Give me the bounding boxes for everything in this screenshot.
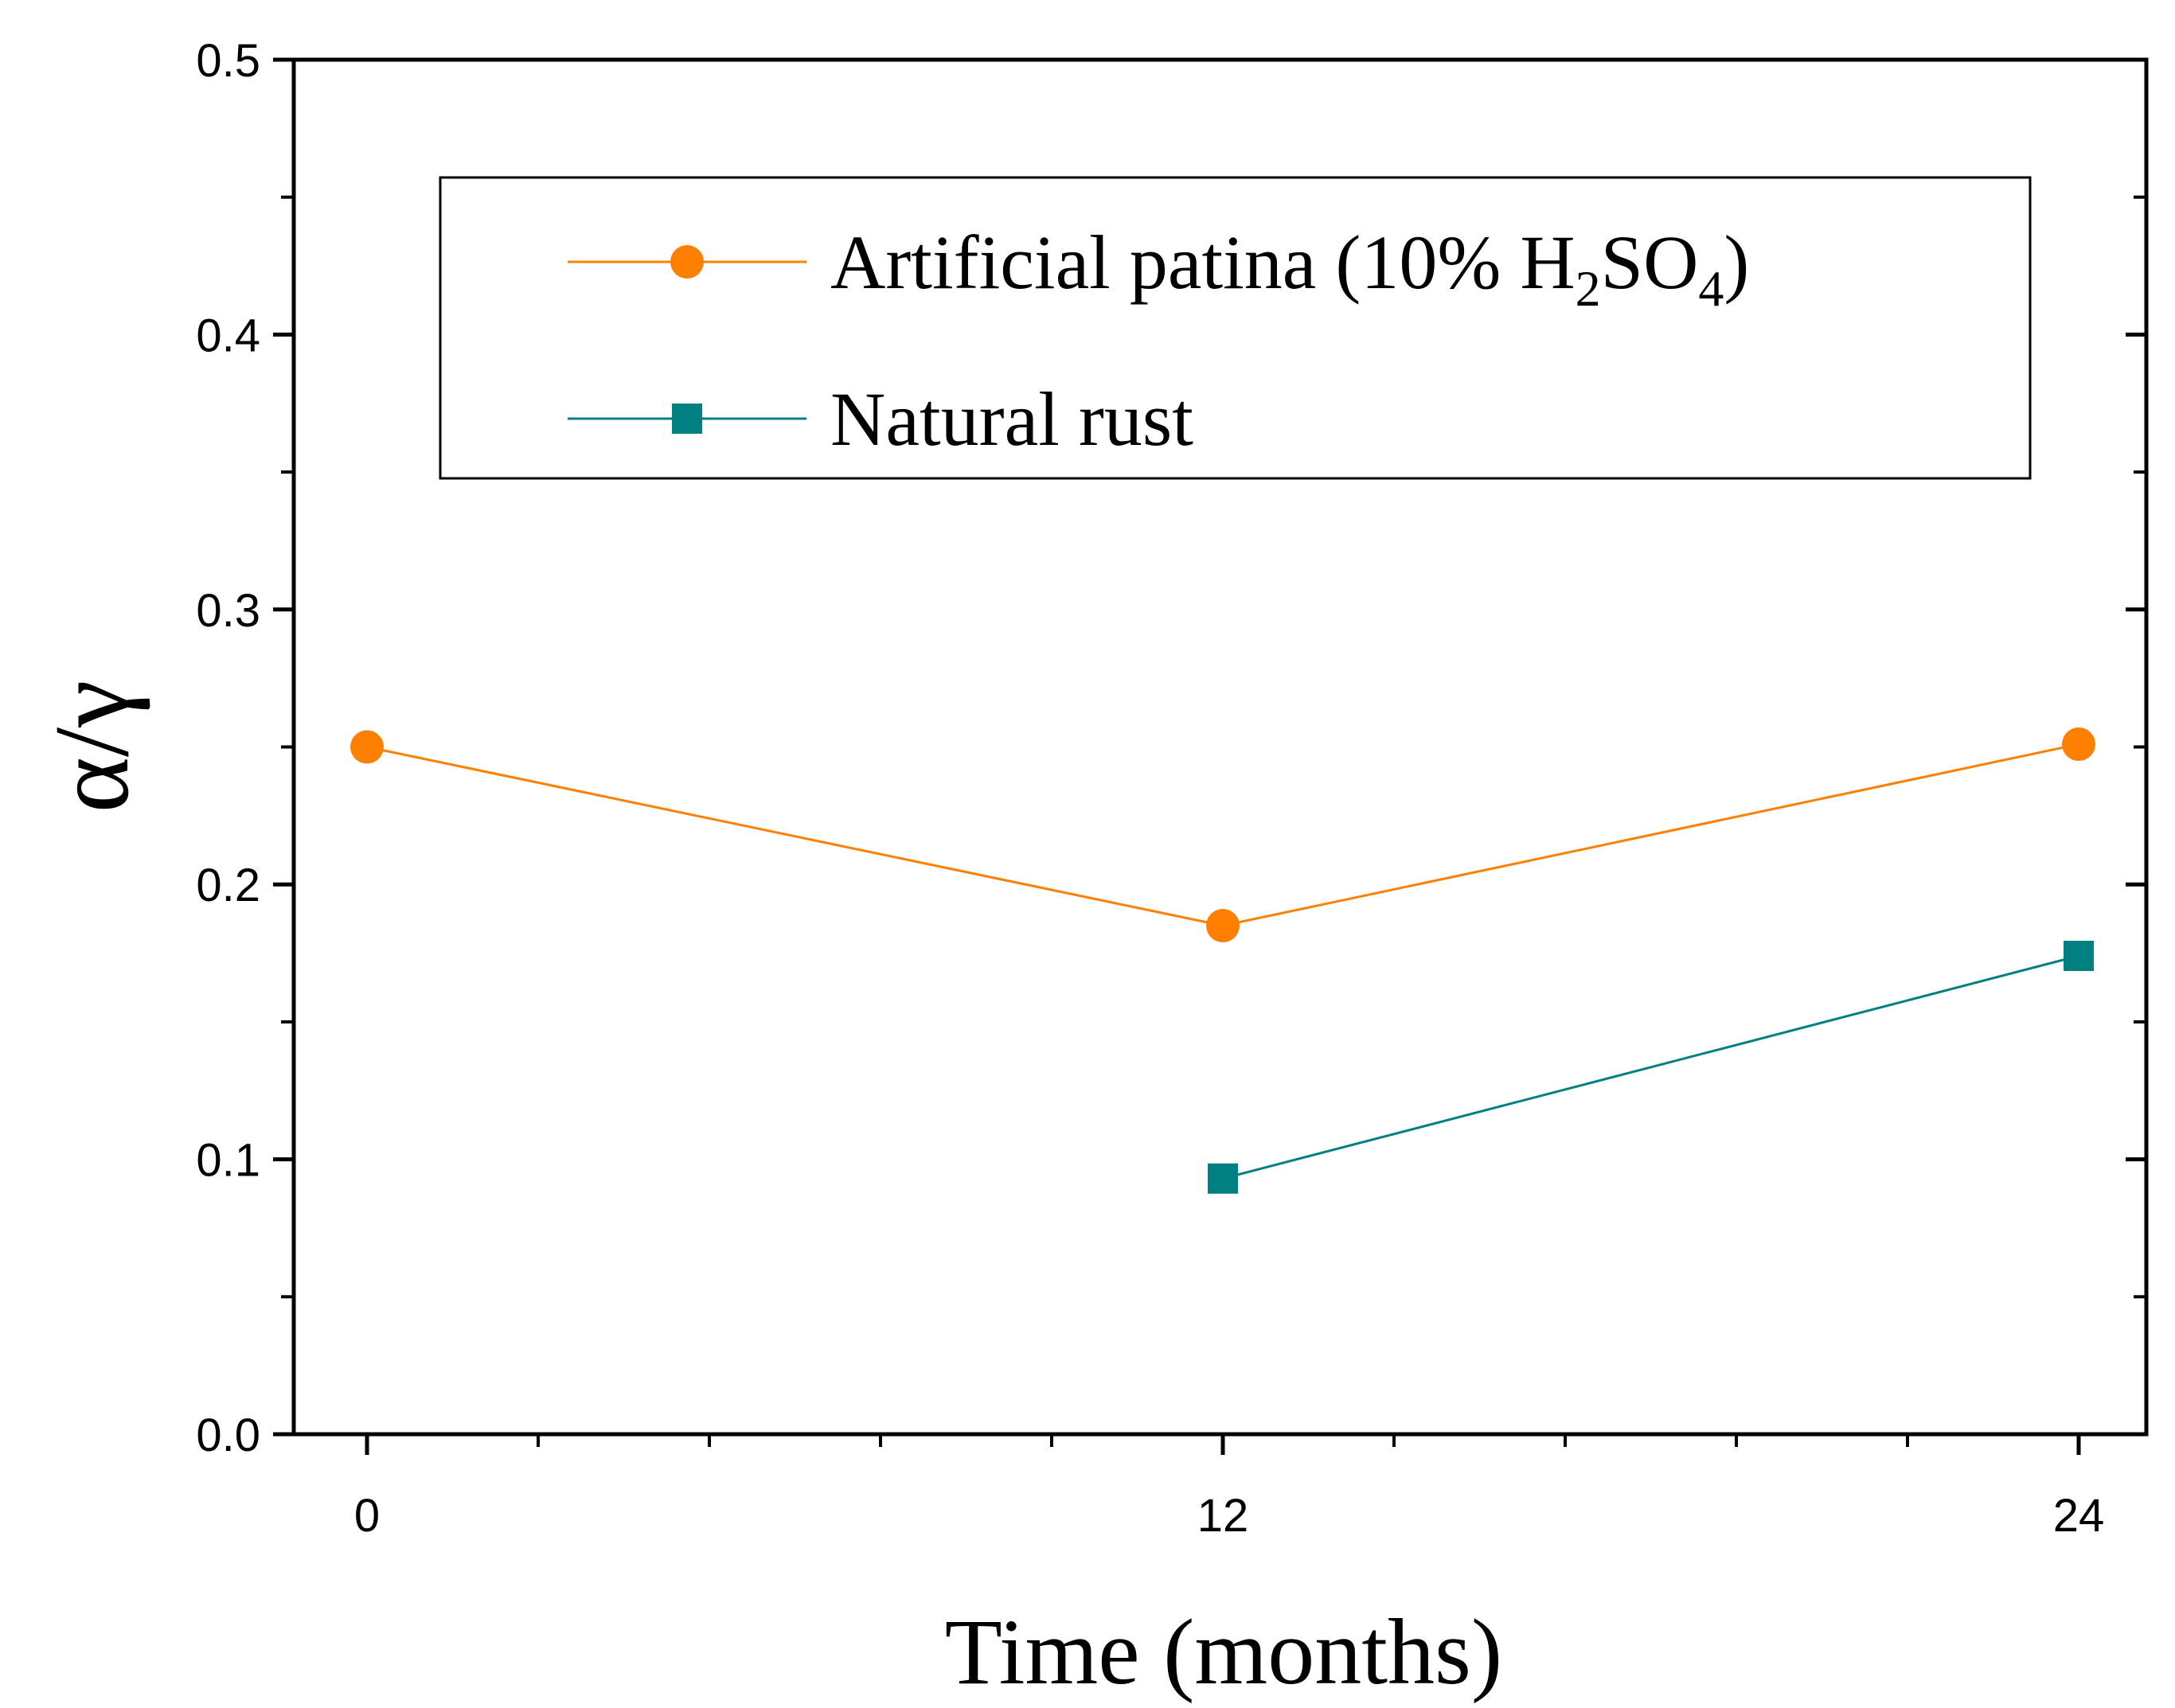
legend-artificial-marker: [670, 245, 704, 279]
y-axis-ticks: 0.0 0.1 0.2 0.3 0.4 0.5: [196, 35, 2146, 1461]
legend: Artificial patina (10% H2SO4) Natural ru…: [439, 176, 2032, 480]
legend-artificial-label-so: SO: [1601, 220, 1699, 305]
y-tick-label: 0.4: [196, 310, 260, 361]
legend-natural-marker: [672, 404, 702, 434]
legend-frame: [439, 176, 2032, 480]
series-lines: [366, 743, 2079, 1180]
legend-artificial-label-close: ): [1724, 220, 1749, 305]
x-axis-ticks: 0 12 24: [354, 1434, 2104, 1542]
series-line-0: [366, 743, 2079, 927]
legend-artificial-label: Artificial patina (10% H2SO4): [830, 220, 1749, 317]
y-tick-label: 0.0: [196, 1410, 260, 1461]
legend-artificial-label-main: Artificial patina (10% H: [830, 220, 1576, 305]
series-markers: [350, 727, 2095, 1194]
legend-artificial-sub-4: 4: [1698, 260, 1724, 317]
data-point-circle: [2062, 727, 2095, 762]
y-tick-label: 0.2: [196, 860, 260, 911]
legend-natural-label: Natural rust: [830, 376, 1193, 462]
y-tick-label: 0.5: [196, 35, 260, 87]
data-point-circle: [350, 730, 384, 764]
data-point-square: [1208, 1163, 1238, 1194]
series-line-1: [1222, 954, 2079, 1180]
data-point-circle: [1206, 909, 1240, 943]
data-point-square: [2064, 941, 2094, 972]
x-tick-label: 12: [1197, 1490, 1249, 1542]
y-tick-label: 0.1: [196, 1135, 260, 1187]
y-axis-title: α/γ: [33, 680, 150, 813]
x-tick-label: 0: [354, 1490, 380, 1542]
x-tick-label: 24: [2053, 1490, 2105, 1542]
x-axis-title: Time (months): [945, 1600, 1502, 1704]
y-tick-label: 0.3: [196, 585, 260, 637]
legend-artificial-sub-2: 2: [1576, 260, 1601, 317]
